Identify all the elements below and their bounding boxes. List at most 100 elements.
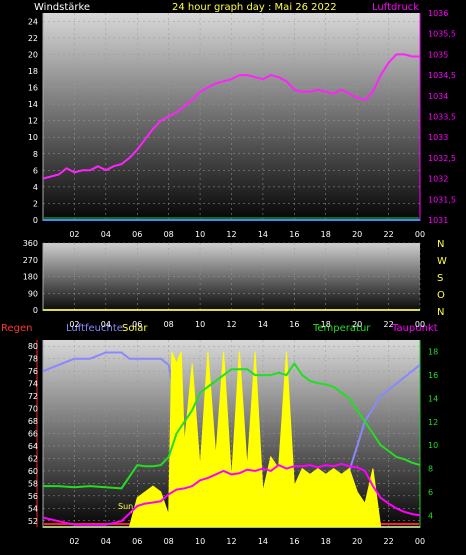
legend-taupunkt: Taupunkt <box>391 323 438 334</box>
x-tick-label: 22 <box>383 230 393 239</box>
y-left-tick-label: 12 <box>28 117 38 126</box>
x-tick-label: 14 <box>258 537 268 546</box>
y-left-tick-label: 16 <box>28 84 38 93</box>
x-tick-label: 12 <box>226 320 236 329</box>
legend-luftfeuchte: Luftfeuchte <box>66 323 123 334</box>
y-left-tick-label: 70 <box>28 405 38 414</box>
x-tick-label: 10 <box>195 320 205 329</box>
y-right-tick-label: 1033 <box>428 133 448 142</box>
x-tick-label: 02 <box>69 537 79 546</box>
y-left-tick-label: 54 <box>28 504 38 513</box>
y-left-tick-label: 270 <box>23 256 38 265</box>
y-right-tick-label: 1034 <box>428 92 448 101</box>
y-left-tick-label: 72 <box>28 392 38 401</box>
y-right-tick-label: 1036 <box>428 9 448 18</box>
x-tick-label: 12 <box>226 230 236 239</box>
legend-temperatur: Temperatur <box>312 323 371 334</box>
x-tick-label: 10 <box>195 537 205 546</box>
y-left-tick-label: 180 <box>23 273 38 282</box>
y-right-tick-label: 6 <box>428 488 433 497</box>
y-left-tick-label: 58 <box>28 479 38 488</box>
x-tick-label: 18 <box>321 537 331 546</box>
y-left-tick-label: 24 <box>28 17 38 26</box>
y-left-tick-label: 0 <box>33 306 38 315</box>
y-left-tick-label: 4 <box>33 183 38 192</box>
x-tick-label: 06 <box>132 537 142 546</box>
legend-solar: Solar <box>122 323 148 334</box>
series-luftdruck <box>42 53 420 180</box>
x-tick-label: 04 <box>101 537 111 546</box>
x-tick-label: 14 <box>258 320 268 329</box>
axis-ticks: 02468101214161820222410311031,510321032,… <box>23 9 456 546</box>
x-tick-label: 18 <box>321 320 331 329</box>
y-left-tick-label: 52 <box>28 517 38 526</box>
y-left-tick-label: 360 <box>23 239 38 248</box>
y-right-tick-label: 4 <box>428 511 433 520</box>
sun-label: Sun <box>118 502 133 511</box>
x-tick-label: 18 <box>321 230 331 239</box>
y-left-tick-label: 56 <box>28 492 38 501</box>
y-left-tick-label: 74 <box>28 380 38 389</box>
x-tick-label: 20 <box>352 230 362 239</box>
y-right-tick-label: 1032 <box>428 175 448 184</box>
panel1-background <box>43 13 420 221</box>
y-left-tick-label: 8 <box>33 150 38 159</box>
y-right-tick-label: 1032,5 <box>428 154 456 163</box>
x-tick-label: 20 <box>352 537 362 546</box>
x-tick-label: 04 <box>101 230 111 239</box>
x-tick-label: 00 <box>415 230 425 239</box>
y-left-tick-label: 80 <box>28 342 38 351</box>
x-tick-label: 10 <box>195 230 205 239</box>
y-left-tick-label: 66 <box>28 430 38 439</box>
y-left-tick-label: 60 <box>28 467 38 476</box>
x-tick-label: 02 <box>69 230 79 239</box>
y-left-tick-label: 90 <box>28 289 38 298</box>
compass-letter: O <box>437 290 445 301</box>
x-tick-label: 08 <box>164 537 174 546</box>
compass-letter: S <box>437 273 443 284</box>
y-right-tick-label: 1035 <box>428 50 448 59</box>
y-left-tick-label: 78 <box>28 355 38 364</box>
legend-regen: Regen <box>1 323 33 334</box>
x-tick-label: 04 <box>101 320 111 329</box>
y-right-tick-label: 18 <box>428 348 438 357</box>
y-right-tick-label: 16 <box>428 371 438 380</box>
y-left-tick-label: 18 <box>28 67 38 76</box>
y-right-tick-label: 1035,5 <box>428 30 456 39</box>
series-temperatur <box>43 362 421 490</box>
x-tick-label: 16 <box>289 537 299 546</box>
y-left-tick-label: 76 <box>28 367 38 376</box>
y-left-tick-label: 64 <box>28 442 38 451</box>
compass-letter: N <box>437 239 444 250</box>
x-tick-label: 00 <box>415 320 425 329</box>
y-left-tick-label: 62 <box>28 454 38 463</box>
series-solar <box>43 351 420 528</box>
x-tick-label: 06 <box>132 230 142 239</box>
x-tick-label: 06 <box>132 320 142 329</box>
y-right-tick-label: 10 <box>428 441 438 450</box>
x-tick-label: 02 <box>69 320 79 329</box>
y-left-tick-label: 14 <box>28 100 38 109</box>
graph-title: 24 hour graph day : Mai 26 2022 <box>172 2 337 13</box>
x-tick-label: 12 <box>226 537 236 546</box>
y-right-tick-label: 1031,5 <box>428 195 456 204</box>
y-left-tick-label: 0 <box>33 216 38 225</box>
x-tick-label: 14 <box>258 230 268 239</box>
x-tick-label: 08 <box>164 320 174 329</box>
y-right-tick-label: 1031 <box>428 216 448 225</box>
compass-letter: N <box>437 307 444 318</box>
y-right-tick-label: 1034,5 <box>428 71 456 80</box>
y-right-tick-label: 1033,5 <box>428 113 456 122</box>
panel2-grid <box>43 242 421 311</box>
y-left-tick-label: 2 <box>33 199 38 208</box>
y-left-tick-label: 22 <box>28 34 38 43</box>
pressure-label: Luftdruck <box>372 2 419 13</box>
x-tick-label: 22 <box>383 320 393 329</box>
y-left-tick-label: 6 <box>33 166 38 175</box>
x-tick-label: 00 <box>415 537 425 546</box>
y-right-tick-label: 14 <box>428 394 438 403</box>
y-left-tick-label: 68 <box>28 417 38 426</box>
x-tick-label: 20 <box>352 320 362 329</box>
data-series <box>42 53 421 528</box>
